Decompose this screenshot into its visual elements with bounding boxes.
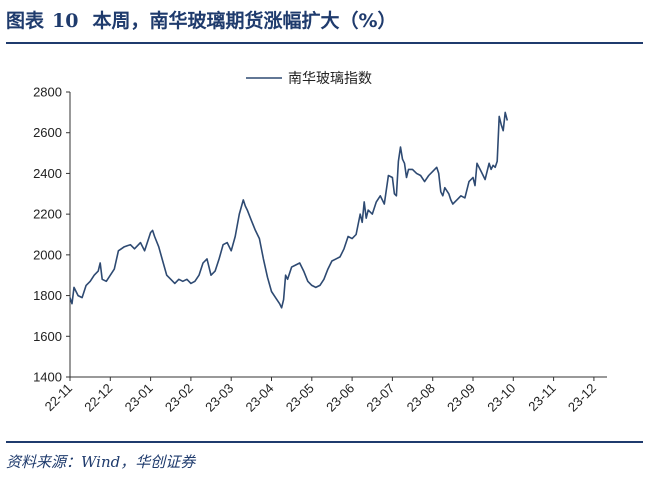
x-tick-label-23-12: 23-12	[565, 381, 599, 415]
x-tick-label-23-08: 23-08	[404, 381, 438, 415]
x-tick-label-23-05: 23-05	[283, 381, 317, 415]
x-tick-label-23-06: 23-06	[323, 381, 357, 415]
header-rule	[6, 42, 643, 44]
x-tick-label-23-02: 23-02	[162, 381, 196, 415]
y-tick-label-2400: 2400	[33, 166, 62, 181]
line-chart: 1400 1600 1800 2000 2200 2400 2600 2800 22-11 22-…	[33, 70, 607, 415]
series-line-0	[69, 111, 509, 309]
y-tick-label-1800: 1800	[33, 288, 62, 303]
x-tick-label-22-11: 22-11	[42, 381, 75, 414]
x-tick-label-23-04: 23-04	[243, 381, 277, 415]
figure-title: 本周，南华玻璃期货涨幅扩大（%）	[92, 10, 397, 32]
x-tick-label-23-03: 23-03	[202, 381, 236, 415]
x-tick-label-23-10: 23-10	[484, 381, 518, 415]
figure-number: 10	[52, 10, 79, 32]
figure-label: 图表	[6, 10, 45, 32]
x-tick-label-23-09: 23-09	[444, 381, 478, 415]
source-note: 资料来源：Wind，华创证券	[6, 453, 196, 471]
chart-container: 1400 1600 1800 2000 2200 2400 2600 2800 22-11 22-…	[0, 46, 649, 438]
y-tick-label-2800: 2800	[33, 85, 62, 100]
footer-rule	[6, 441, 643, 443]
x-tick-label-23-11: 23-11	[525, 381, 558, 414]
y-tick-label-1400: 1400	[33, 370, 62, 385]
y-tick-label-1600: 1600	[33, 329, 62, 344]
y-tick-label-2200: 2200	[33, 207, 62, 222]
figure-header: 图表 10 本周，南华玻璃期货涨幅扩大（%）	[6, 6, 643, 36]
y-tick-label-2000: 2000	[33, 247, 62, 262]
x-tick-label-23-01: 23-01	[122, 381, 156, 415]
x-tick-label-23-07: 23-07	[363, 381, 397, 415]
x-tick-label-22-12: 22-12	[81, 381, 115, 415]
y-tick-label-2600: 2600	[33, 125, 62, 140]
legend-label-0: 南华玻璃指数	[288, 70, 372, 87]
